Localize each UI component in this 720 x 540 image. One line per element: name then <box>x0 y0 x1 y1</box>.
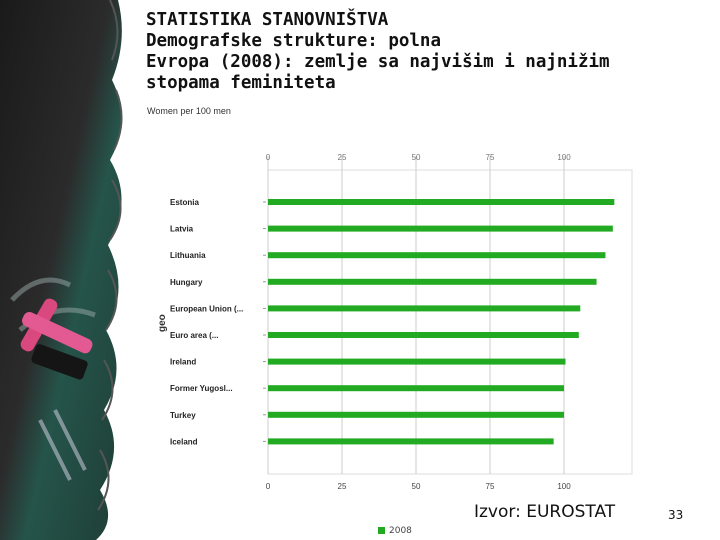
bar <box>268 225 613 232</box>
page-number: 33 <box>668 508 684 522</box>
bar <box>268 305 581 312</box>
category-label: Turkey <box>170 411 196 420</box>
x-tick-label-bottom: 75 <box>486 482 495 491</box>
x-tick-label-top: 75 <box>486 153 495 162</box>
x-tick-label-top: 50 <box>412 153 421 162</box>
bar <box>268 252 606 259</box>
category-label: Former Yugosl... <box>170 384 233 393</box>
title-line-3: Evropa (2008): zemlje sa najvišim i najn… <box>146 52 610 72</box>
x-tick-label-bottom: 25 <box>338 482 347 491</box>
x-tick-label-bottom: 50 <box>412 482 421 491</box>
chart-legend: 2008 <box>378 526 412 536</box>
legend-label: 2008 <box>389 526 412 536</box>
title-line-1: STATISTIKA STANOVNIŠTVA <box>146 10 389 30</box>
source-text: Izvor: EUROSTAT <box>474 502 616 522</box>
category-label: Hungary <box>170 278 203 287</box>
chart-grid <box>267 156 633 475</box>
title-line-4: stopama feminiteta <box>146 73 336 93</box>
bar <box>268 438 554 445</box>
category-label: European Union (... <box>170 304 243 313</box>
category-labels: Estonia Latvia Lithuania Hungary European Un… <box>170 198 266 446</box>
bar <box>268 385 564 392</box>
chart-subtitle: Women per 100 men <box>147 106 231 116</box>
bar <box>268 278 597 285</box>
x-tick-label-top: 100 <box>557 153 571 162</box>
bar <box>268 199 615 205</box>
x-tick-label-bottom: 100 <box>557 482 571 491</box>
bar <box>268 411 564 418</box>
category-label: Lithuania <box>170 251 206 260</box>
x-tick-label-bottom: 0 <box>266 482 271 491</box>
slide-title: STATISTIKA STANOVNIŠTVA Demografske stru… <box>146 10 706 94</box>
category-label: Ireland <box>170 358 196 367</box>
x-tick-label-top: 25 <box>338 153 347 162</box>
x-tick-label-top: 0 <box>266 153 271 162</box>
category-label: Iceland <box>170 437 198 446</box>
chalkboard-decoration <box>0 0 123 540</box>
bar <box>268 358 566 365</box>
category-label: Latvia <box>170 225 194 234</box>
bar <box>268 332 579 338</box>
title-line-2: Demografske strukture: polna <box>146 31 442 51</box>
chart-bars <box>268 199 615 445</box>
bar-chart: Women per 100 men geo Estonia Latvia Lithu… <box>147 106 633 491</box>
category-label: Euro area (... <box>170 331 218 340</box>
y-axis-label: geo <box>157 314 168 332</box>
plot-frame <box>267 169 633 475</box>
legend-swatch <box>378 527 385 534</box>
tick-labels: 0 0 25 25 50 50 75 75 100 100 <box>266 153 571 491</box>
category-label: Estonia <box>170 198 199 207</box>
